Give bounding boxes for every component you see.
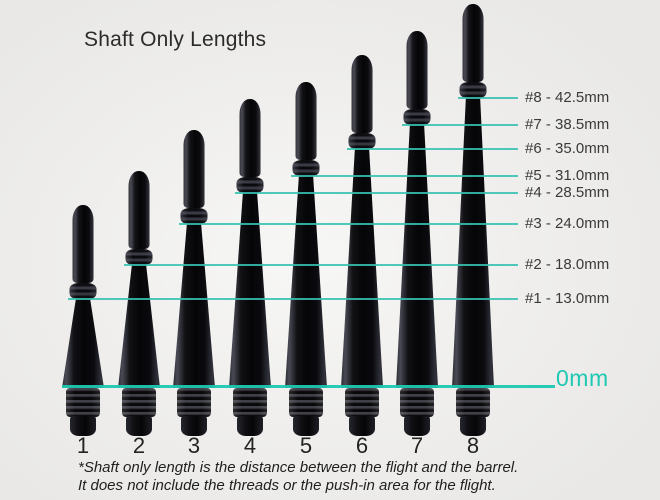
zero-baseline-line — [62, 385, 555, 388]
shaft-8-tip — [462, 4, 484, 82]
shaft-5-collar-ring — [292, 160, 320, 176]
shaft-7-thread-stub — [404, 416, 430, 436]
shaft-7-body — [396, 125, 438, 388]
shaft-5-thread-stub — [293, 416, 319, 436]
length-line-1 — [68, 298, 518, 300]
footnote: *Shaft only length is the distance betwe… — [78, 459, 518, 494]
length-line-5 — [291, 175, 518, 177]
shaft-1-body — [62, 299, 104, 388]
shaft-8-threads — [456, 388, 490, 417]
length-line-2 — [124, 264, 518, 266]
shaft-7-threads — [400, 388, 434, 417]
shaft-3-collar-ring — [180, 208, 208, 224]
shaft-3-body — [173, 224, 215, 388]
shaft-3-tip — [183, 130, 205, 208]
shaft-6-threads — [345, 388, 379, 417]
length-line-4 — [235, 192, 518, 194]
shaft-3-threads — [177, 388, 211, 417]
length-line-7 — [402, 124, 518, 126]
shaft-2-thread-stub — [126, 416, 152, 436]
shaft-8-body — [452, 98, 494, 388]
length-label-4: #4 - 28.5mm — [525, 184, 610, 201]
page-title: Shaft Only Lengths — [84, 28, 267, 51]
length-label-2: #2 - 18.0mm — [525, 256, 610, 273]
shaft-1-thread-stub — [70, 416, 96, 436]
length-label-8: #8 - 42.5mm — [525, 89, 610, 106]
shaft-4-tip — [239, 99, 261, 177]
shaft-number-3: 3 — [187, 433, 201, 458]
shaft-number-2: 2 — [132, 433, 146, 458]
shaft-4-threads — [233, 388, 267, 417]
shaft-5-tip — [295, 82, 317, 160]
length-line-6 — [347, 148, 518, 150]
shaft-1-tip — [72, 205, 94, 283]
length-label-7: #7 - 38.5mm — [525, 116, 610, 133]
length-label-1: #1 - 13.0mm — [525, 290, 610, 307]
shaft-1-collar-ring — [69, 283, 97, 299]
shaft-3-thread-stub — [181, 416, 207, 436]
shaft-number-4: 4 — [243, 433, 257, 458]
shaft-2-tip — [128, 171, 150, 249]
shaft-number-5: 5 — [299, 433, 313, 458]
shaft-number-8: 8 — [466, 433, 480, 458]
footnote-line-1: *Shaft only length is the distance betwe… — [78, 459, 519, 476]
shaft-6-tip — [351, 55, 373, 133]
shaft-number-6: 6 — [355, 433, 369, 458]
length-line-8 — [458, 97, 518, 99]
shaft-1-threads — [66, 388, 100, 417]
shaft-6-thread-stub — [349, 416, 375, 436]
length-label-5: #5 - 31.0mm — [525, 167, 610, 184]
shaft-6-body — [341, 149, 383, 388]
footnote-line-2: It does not include the threads or the p… — [78, 476, 496, 494]
shaft-6-collar-ring — [348, 133, 376, 149]
shaft-5-body — [285, 176, 327, 388]
shaft-7-tip — [406, 31, 428, 109]
shaft-7-collar-ring — [403, 109, 431, 125]
zero-baseline-label: 0mm — [556, 365, 609, 391]
shaft-number-1: 1 — [76, 433, 90, 458]
length-line-3 — [179, 223, 518, 225]
shaft-4-collar-ring — [236, 177, 264, 193]
shaft-8-collar-ring — [459, 82, 487, 98]
shaft-8-thread-stub — [460, 416, 486, 436]
shaft-2-threads — [122, 388, 156, 417]
length-label-6: #6 - 35.0mm — [525, 140, 610, 157]
shaft-5-threads — [289, 388, 323, 417]
shaft-4-thread-stub — [237, 416, 263, 436]
shaft-2-body — [118, 265, 160, 388]
shaft-number-7: 7 — [410, 433, 424, 458]
length-label-3: #3 - 24.0mm — [525, 215, 610, 232]
shaft-2-collar-ring — [125, 249, 153, 265]
